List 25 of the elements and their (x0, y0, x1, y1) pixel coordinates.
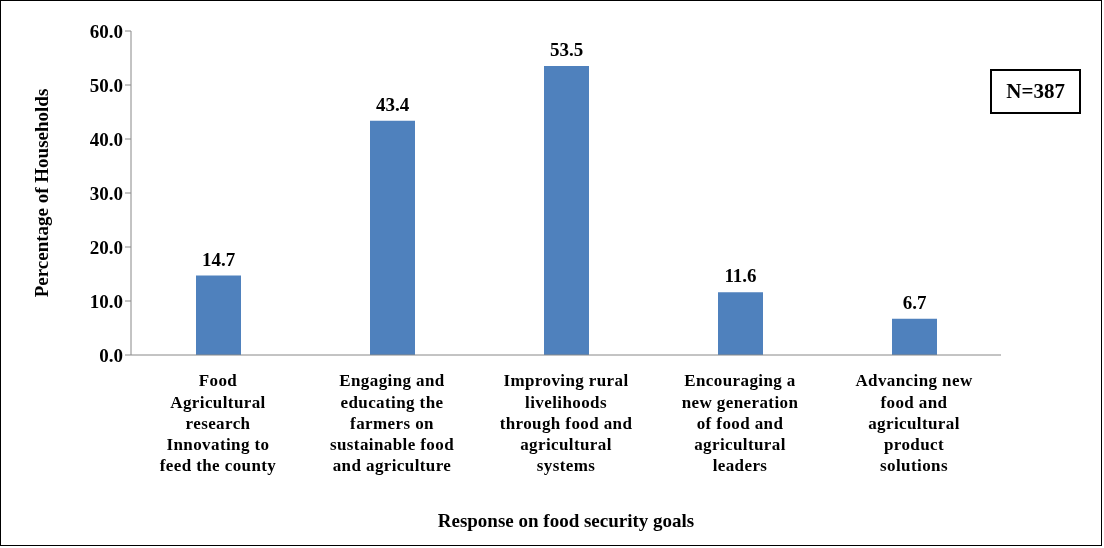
y-tick-label: 20.0 (89, 236, 123, 258)
y-axis-title: Percentage of Households (30, 88, 52, 298)
x-tick-label: Food Agricultural research Innovating to feed the county (159, 371, 277, 476)
y-tick-label: 60.0 (89, 20, 123, 42)
x-tick-label: Engaging and educating the farmers on sustainable food and agriculture (329, 371, 455, 476)
data-label: 6.7 (902, 291, 927, 313)
bar (196, 275, 241, 355)
y-tick-label: 40.0 (89, 128, 123, 150)
y-tick-label: 30.0 (89, 182, 123, 204)
x-tick-label: Advancing new food and agricultural product solutions (855, 371, 973, 476)
y-tick-label: 50.0 (89, 74, 123, 96)
y-tick-label: 10.0 (89, 290, 123, 312)
x-tick-label: Encouraging a new generation of food and agricultural leaders (681, 371, 799, 476)
bar (718, 292, 763, 355)
data-label: 43.4 (375, 93, 410, 115)
bar (892, 318, 937, 355)
x-tick-label: Improving rural livelihoods through food and agricultural systems (499, 371, 633, 476)
data-label: 14.7 (201, 248, 236, 270)
data-label: 53.5 (549, 39, 584, 61)
y-tick-label: 0.0 (99, 344, 123, 366)
data-label: 11.6 (724, 265, 757, 287)
bar (370, 120, 415, 355)
x-axis-title: Response on food security goals (437, 510, 695, 531)
bar (544, 66, 589, 355)
text: N=387 (990, 69, 1081, 114)
